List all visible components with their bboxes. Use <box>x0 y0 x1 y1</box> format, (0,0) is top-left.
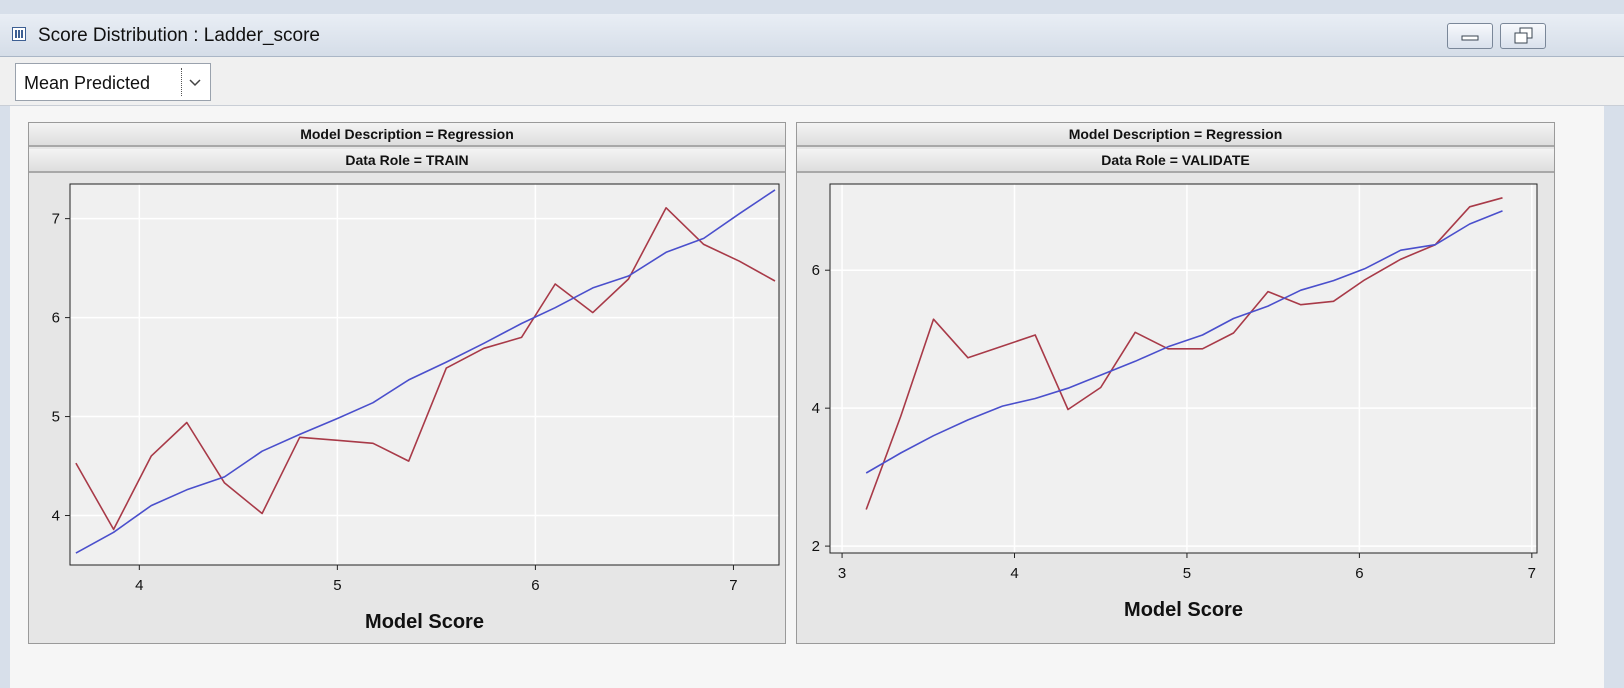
y-tick-label: 4 <box>812 400 820 417</box>
y-tick-label: 2 <box>812 538 820 555</box>
plot-frame <box>69 183 780 566</box>
x-tick-label: 7 <box>729 577 737 594</box>
toolbar: Mean Predicted <box>0 57 1624 106</box>
restore-button[interactable] <box>1500 23 1546 49</box>
x-tick-label: 5 <box>1183 565 1191 582</box>
chart-panel-train: Model Description = Regression Data Role… <box>28 122 786 644</box>
chart-window-icon <box>12 27 26 41</box>
chart-panel-validate: Model Description = Regression Data Role… <box>796 122 1555 644</box>
y-tick-label: 4 <box>52 508 60 525</box>
statistic-select-value: Mean Predicted <box>24 73 151 93</box>
restore-icon <box>1514 27 1533 44</box>
strip-model-description: Model Description = Regression <box>797 123 1554 147</box>
plot-background <box>70 184 779 565</box>
y-tick-label: 6 <box>52 310 60 327</box>
train-line-chart: 4 5 6 7 4 5 6 7 Model Score <box>52 183 780 633</box>
y-tick-label: 7 <box>52 211 60 228</box>
x-tick-label: 5 <box>333 577 341 594</box>
x-axis-label: Model Score <box>1124 599 1243 621</box>
dropdown-separator <box>181 68 182 96</box>
minimize-icon <box>1461 35 1479 41</box>
minimize-button[interactable] <box>1447 23 1493 49</box>
y-tick-label: 5 <box>52 409 60 426</box>
plot-background <box>830 184 1537 553</box>
x-tick-label: 4 <box>135 577 143 594</box>
statistic-select[interactable]: Mean Predicted <box>15 63 211 101</box>
plot-frame <box>829 183 1538 554</box>
x-tick-label: 6 <box>1355 565 1363 582</box>
window-title: Score Distribution : Ladder_score <box>38 25 320 46</box>
series-line-mean-predicted <box>865 210 1503 474</box>
x-axis-label: Model Score <box>365 611 484 633</box>
y-tick-label: 6 <box>812 262 820 279</box>
strip-data-role: Data Role = TRAIN <box>29 149 785 173</box>
chevron-down-icon[interactable] <box>186 72 204 92</box>
strip-data-role: Data Role = VALIDATE <box>797 149 1554 173</box>
series-line-mean-target <box>75 206 776 531</box>
x-tick-label: 3 <box>838 565 846 582</box>
strip-model-description: Model Description = Regression <box>29 123 785 147</box>
series-line-mean-predicted <box>75 189 776 554</box>
series-line-mean-target <box>865 197 1503 510</box>
x-tick-label: 6 <box>531 577 539 594</box>
x-tick-label: 4 <box>1010 565 1018 582</box>
validate-line-chart: 3 4 5 6 7 2 4 6 Model Score <box>812 183 1538 621</box>
window-titlebar: Score Distribution : Ladder_score <box>0 14 1624 57</box>
x-tick-label: 7 <box>1528 565 1536 582</box>
